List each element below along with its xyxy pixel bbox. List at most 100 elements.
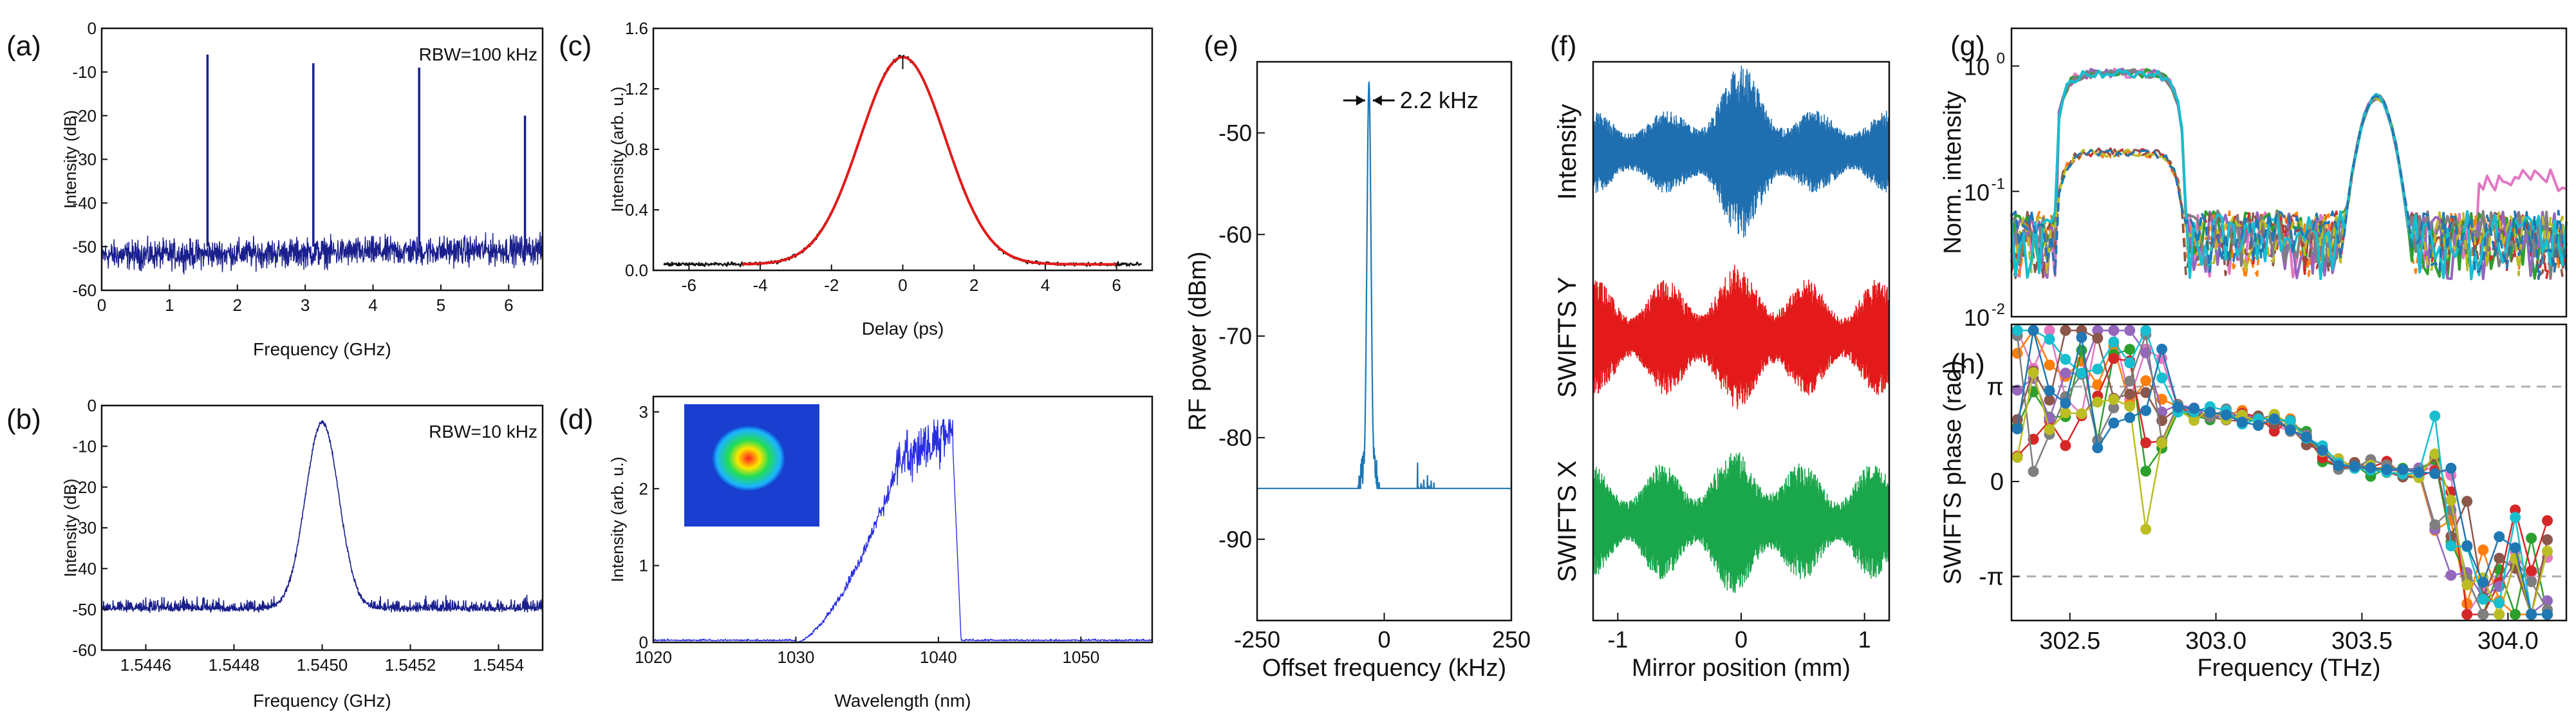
phase-point xyxy=(2092,324,2104,336)
phase-point xyxy=(2076,331,2087,343)
x-tick-label: 2 xyxy=(969,275,978,295)
y-tick-label: 1 xyxy=(639,556,648,575)
phase-point xyxy=(2140,437,2152,449)
phase-point xyxy=(2108,336,2120,348)
interferogram-trace xyxy=(1592,452,1890,593)
y-tick-label: -50 xyxy=(72,600,97,619)
phase-point xyxy=(2494,597,2505,609)
phase-point xyxy=(2429,468,2441,480)
y-tick-label: 0.4 xyxy=(625,200,648,219)
x-axis-label: Offset frequency (kHz) xyxy=(1262,655,1506,682)
phase-point xyxy=(2461,540,2473,552)
phase-point xyxy=(2044,385,2055,397)
x-tick-label: 1050 xyxy=(1062,648,1099,667)
intensity-trace xyxy=(2011,68,2568,280)
phase-point xyxy=(2060,407,2071,418)
phase-point xyxy=(2445,494,2457,506)
x-tick-label: -6 xyxy=(682,275,696,295)
x-tick-label: 4 xyxy=(368,295,377,315)
x-tick-label: 1.5448 xyxy=(209,655,260,675)
phase-point xyxy=(2461,609,2473,621)
x-tick-label: -1 xyxy=(1607,626,1628,653)
phase-point xyxy=(2526,565,2537,577)
x-tick-label: 250 xyxy=(1492,626,1531,653)
y-tick-label: 1.2 xyxy=(625,79,648,98)
spectrum-trace xyxy=(101,420,543,613)
phase-point xyxy=(2108,417,2120,429)
phase-point xyxy=(2140,405,2152,416)
phase-point xyxy=(2205,407,2216,418)
x-tick-label: 1020 xyxy=(635,648,672,667)
y-tick-label: -60 xyxy=(72,640,97,660)
phase-point xyxy=(2060,353,2071,365)
x-tick-label: 1.5454 xyxy=(473,655,525,675)
phase-point xyxy=(2156,344,2168,355)
x-tick-label: 1.5446 xyxy=(120,655,172,675)
phase-point xyxy=(2526,609,2537,621)
phase-point xyxy=(2478,577,2489,588)
y-tick-label: -90 xyxy=(1218,526,1252,552)
phase-point xyxy=(2156,437,2168,449)
phase-point xyxy=(2445,462,2457,474)
phase-point xyxy=(2060,368,2071,379)
x-tick-label: 304.0 xyxy=(2478,628,2539,655)
y-tick-label: 0 xyxy=(88,396,97,415)
phase-point xyxy=(2124,412,2136,424)
phase-point xyxy=(2028,466,2039,477)
phase-point xyxy=(2284,415,2296,427)
y-tick-exponent: -2 xyxy=(1992,301,2005,318)
phase-point xyxy=(2124,344,2136,355)
phase-point xyxy=(2092,379,2104,391)
y-tick-label: -50 xyxy=(1218,120,1252,146)
phase-point xyxy=(2510,609,2521,621)
phase-point xyxy=(2317,445,2328,456)
y-tick-label: -50 xyxy=(72,237,97,256)
panel-label: (d) xyxy=(559,404,593,435)
phase-point xyxy=(2478,609,2489,621)
x-tick-label: -4 xyxy=(753,275,768,295)
phase-point xyxy=(2060,440,2071,451)
x-tick-label: 3 xyxy=(301,295,310,315)
beat-note-trace xyxy=(1256,81,1512,489)
x-axis-label: Frequency (GHz) xyxy=(253,339,391,359)
phase-point xyxy=(2236,416,2248,428)
x-tick-label: 4 xyxy=(1041,275,1050,295)
phase-point xyxy=(2189,403,2200,415)
phase-point xyxy=(2011,384,2023,396)
y-tick-label: 0 xyxy=(639,633,648,652)
phase-point xyxy=(2252,420,2264,431)
phase-point xyxy=(2140,324,2152,336)
fit-trace xyxy=(742,55,1117,266)
phase-point xyxy=(2445,530,2457,542)
y-tick-label: 10 xyxy=(1964,304,1990,331)
x-tick-label: 1040 xyxy=(920,648,957,667)
y-axis-label: Intensity (dB) xyxy=(61,110,80,209)
beam-spot xyxy=(711,425,786,492)
y-tick-label: -30 xyxy=(72,518,97,537)
phase-point xyxy=(2044,359,2055,371)
panel-label: (f) xyxy=(1550,30,1577,62)
plot-frame xyxy=(2010,323,2568,622)
phase-point xyxy=(2108,394,2120,405)
phase-point xyxy=(2494,531,2505,543)
x-tick-label: 303.5 xyxy=(2331,628,2393,655)
panel-label: (e) xyxy=(1204,30,1238,62)
phase-point xyxy=(2076,368,2087,379)
panel-a: (a) 0 1 2 3 4 5 6 0 -10 -20 -30 -40 -50 -60 Frequency (… xyxy=(6,19,544,359)
x-axis-label: Mirror position (mm) xyxy=(1632,655,1851,682)
y-tick-exponent: -1 xyxy=(1992,175,2005,192)
linewidth-annotation: 2.2 kHz xyxy=(1400,87,1479,113)
phase-point xyxy=(2172,402,2184,413)
y-tick-label: 0 xyxy=(88,19,97,38)
phase-point xyxy=(2429,519,2441,530)
phase-point xyxy=(2092,442,2104,454)
phase-point xyxy=(2092,363,2104,375)
y-tick-label: -20 xyxy=(72,478,97,497)
y-tick-label: -70 xyxy=(1218,323,1252,350)
y-tick-label: -80 xyxy=(1218,425,1252,451)
x-tick-label: -2 xyxy=(824,275,839,295)
x-tick-label: 1 xyxy=(1858,626,1871,653)
phase-point xyxy=(2429,410,2441,422)
y-tick-label: -30 xyxy=(72,150,97,169)
